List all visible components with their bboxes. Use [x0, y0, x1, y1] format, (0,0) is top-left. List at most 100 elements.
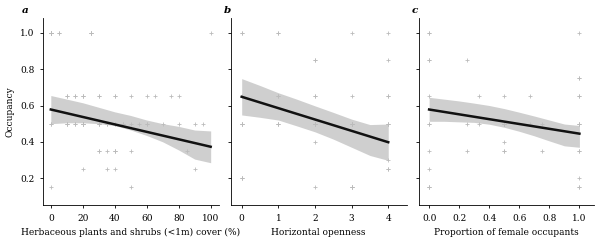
Point: [102, 167, 112, 171]
Point: [126, 122, 136, 126]
Point: [94, 95, 104, 98]
Point: [46, 31, 56, 35]
Point: [310, 122, 320, 126]
Point: [310, 122, 320, 126]
Point: [347, 185, 356, 189]
Point: [126, 95, 136, 98]
Point: [86, 31, 95, 35]
Point: [62, 95, 71, 98]
Point: [118, 122, 128, 126]
Point: [424, 58, 434, 62]
Point: [86, 31, 95, 35]
Point: [70, 122, 80, 126]
Point: [499, 149, 509, 153]
Point: [118, 122, 128, 126]
Point: [237, 176, 247, 180]
Point: [190, 167, 199, 171]
Point: [78, 122, 88, 126]
Point: [46, 31, 56, 35]
Point: [198, 122, 208, 126]
Point: [274, 122, 283, 126]
Point: [474, 122, 484, 126]
Point: [462, 122, 472, 126]
Point: [94, 122, 104, 126]
Point: [347, 185, 356, 189]
Point: [62, 122, 71, 126]
Point: [206, 31, 215, 35]
Point: [46, 122, 56, 126]
Point: [310, 140, 320, 144]
Point: [474, 95, 484, 98]
Point: [383, 95, 393, 98]
Point: [575, 122, 584, 126]
Point: [424, 122, 434, 126]
Point: [126, 185, 136, 189]
Point: [462, 58, 472, 62]
Point: [78, 122, 88, 126]
Point: [575, 122, 584, 126]
Point: [110, 95, 119, 98]
Point: [383, 122, 393, 126]
Point: [78, 95, 88, 98]
Point: [46, 185, 56, 189]
Point: [102, 122, 112, 126]
Point: [94, 149, 104, 153]
Point: [54, 31, 64, 35]
Point: [62, 95, 71, 98]
Point: [237, 176, 247, 180]
X-axis label: Proportion of female occupants: Proportion of female occupants: [434, 228, 579, 237]
Point: [78, 95, 88, 98]
Point: [310, 95, 320, 98]
Point: [237, 31, 247, 35]
Y-axis label: Occupancy: Occupancy: [5, 87, 14, 137]
Point: [424, 58, 434, 62]
Point: [347, 185, 356, 189]
Point: [78, 95, 88, 98]
Point: [237, 31, 247, 35]
Point: [94, 149, 104, 153]
Point: [424, 122, 434, 126]
Point: [174, 95, 184, 98]
Point: [383, 167, 393, 171]
Point: [94, 122, 104, 126]
Point: [424, 31, 434, 35]
Point: [575, 149, 584, 153]
Point: [70, 95, 80, 98]
Point: [310, 95, 320, 98]
Point: [499, 122, 509, 126]
Point: [86, 31, 95, 35]
Point: [383, 58, 393, 62]
Point: [46, 31, 56, 35]
Point: [310, 58, 320, 62]
Point: [166, 95, 176, 98]
Point: [347, 122, 356, 126]
Point: [62, 122, 71, 126]
Point: [499, 122, 509, 126]
Point: [46, 31, 56, 35]
Point: [347, 122, 356, 126]
Point: [126, 149, 136, 153]
Point: [575, 95, 584, 98]
Point: [94, 122, 104, 126]
Point: [424, 185, 434, 189]
Point: [237, 122, 247, 126]
Text: a: a: [22, 6, 28, 15]
Point: [110, 167, 119, 171]
Point: [499, 149, 509, 153]
Point: [310, 122, 320, 126]
Point: [347, 122, 356, 126]
Point: [46, 122, 56, 126]
Point: [94, 95, 104, 98]
Point: [237, 122, 247, 126]
Point: [424, 95, 434, 98]
Point: [110, 149, 119, 153]
Point: [110, 122, 119, 126]
Point: [575, 76, 584, 80]
Point: [575, 31, 584, 35]
Point: [174, 122, 184, 126]
Point: [347, 122, 356, 126]
Point: [575, 76, 584, 80]
Point: [102, 149, 112, 153]
Point: [347, 31, 356, 35]
Point: [190, 122, 199, 126]
